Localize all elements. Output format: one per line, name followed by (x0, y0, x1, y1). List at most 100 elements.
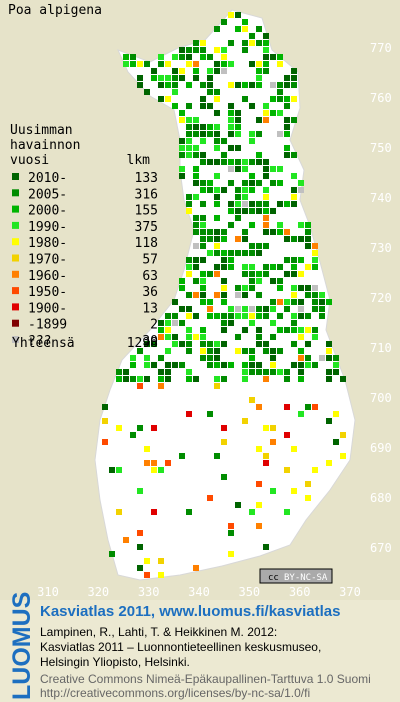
record-square (137, 425, 143, 431)
x-tick-label: 360 (289, 585, 311, 599)
record-square (214, 89, 220, 95)
record-square (235, 117, 241, 123)
record-square (298, 369, 304, 375)
legend-label: 1970- (28, 253, 67, 268)
legend-heading: Uusimman (10, 123, 73, 138)
record-square (291, 236, 297, 242)
record-square (130, 355, 136, 361)
record-square (214, 229, 220, 235)
record-square (144, 341, 150, 347)
record-square (235, 187, 241, 193)
record-square (235, 285, 241, 291)
record-square (207, 187, 213, 193)
legend-label: ??? (28, 334, 51, 349)
record-square (186, 341, 192, 347)
record-square (221, 54, 227, 60)
legend-swatch (12, 189, 19, 197)
record-square (312, 327, 318, 333)
record-square (298, 355, 304, 361)
record-square (298, 313, 304, 319)
record-square (284, 327, 290, 333)
record-square (200, 348, 206, 354)
record-square (151, 68, 157, 74)
record-square (291, 341, 297, 347)
record-square (263, 208, 269, 214)
record-square (284, 299, 290, 305)
record-square (256, 131, 262, 137)
record-square (137, 544, 143, 550)
record-square (235, 124, 241, 130)
record-square (200, 215, 206, 221)
record-square (256, 152, 262, 158)
record-square (186, 411, 192, 417)
legend-swatch (12, 287, 19, 295)
record-square (319, 299, 325, 305)
record-square (221, 47, 227, 53)
legend-column: lkm (127, 153, 151, 168)
record-square (312, 467, 318, 473)
record-square (270, 488, 276, 494)
record-square (242, 166, 248, 172)
record-square (165, 313, 171, 319)
record-square (298, 376, 304, 382)
y-tick-label: 740 (370, 191, 392, 205)
record-square (207, 236, 213, 242)
record-square (291, 264, 297, 270)
record-square (221, 341, 227, 347)
record-square (186, 124, 192, 130)
record-square (193, 334, 199, 340)
record-square (277, 61, 283, 67)
record-square (179, 453, 185, 459)
record-square (200, 355, 206, 361)
record-square (263, 173, 269, 179)
record-square (270, 334, 276, 340)
record-square (256, 523, 262, 529)
record-square (319, 292, 325, 298)
record-squares (102, 12, 346, 578)
record-square (312, 264, 318, 270)
record-square (221, 474, 227, 480)
record-square (249, 131, 255, 137)
record-square (228, 124, 234, 130)
record-square (256, 250, 262, 256)
record-square (242, 369, 248, 375)
record-square (270, 82, 276, 88)
record-square (270, 320, 276, 326)
record-square (214, 110, 220, 116)
record-square (144, 61, 150, 67)
record-square (312, 334, 318, 340)
record-square (256, 159, 262, 165)
record-square (284, 271, 290, 277)
record-square (214, 362, 220, 368)
record-square (221, 327, 227, 333)
record-square (102, 404, 108, 410)
y-tick-label: 710 (370, 341, 392, 355)
record-square (207, 313, 213, 319)
record-square (242, 180, 248, 186)
record-square (221, 425, 227, 431)
record-square (193, 61, 199, 67)
record-square (130, 432, 136, 438)
record-square (249, 173, 255, 179)
record-square (284, 376, 290, 382)
record-square (193, 131, 199, 137)
record-square (242, 96, 248, 102)
record-square (214, 138, 220, 144)
record-square (298, 327, 304, 333)
record-square (270, 264, 276, 270)
record-square (179, 145, 185, 151)
record-square (200, 341, 206, 347)
record-square (228, 103, 234, 109)
record-square (270, 54, 276, 60)
record-square (340, 376, 346, 382)
record-square (158, 61, 164, 67)
record-square (298, 306, 304, 312)
record-square (200, 187, 206, 193)
record-square (270, 180, 276, 186)
record-square (277, 285, 283, 291)
record-square (305, 243, 311, 249)
record-square (270, 229, 276, 235)
record-square (200, 96, 206, 102)
record-square (158, 320, 164, 326)
record-square (214, 173, 220, 179)
